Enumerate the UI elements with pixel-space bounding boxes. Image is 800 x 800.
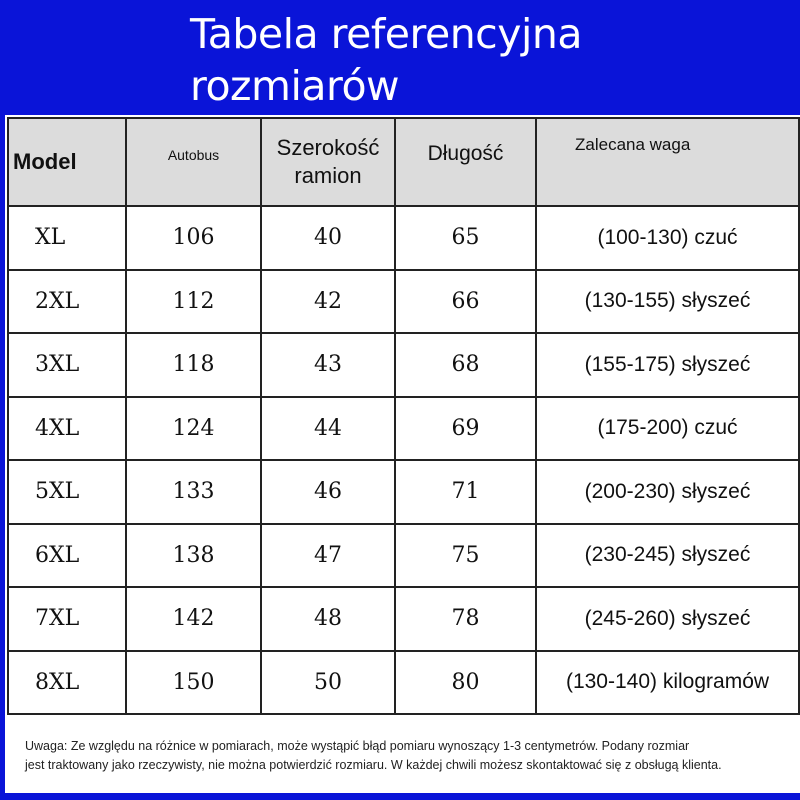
cell-shoulder: 43 [260, 332, 396, 398]
table-row: 3XL 118 43 68 (155-175) słyszeć [7, 332, 800, 398]
cell-model: XL [7, 205, 127, 271]
cell-length: 66 [394, 268, 537, 334]
page-title: Tabela referencyjna rozmiarów [190, 10, 583, 110]
cell-model: 6XL [7, 522, 127, 588]
cell-shoulder: 40 [260, 205, 396, 271]
cell-autobus: 118 [125, 332, 262, 398]
cell-model: 4XL [7, 395, 127, 461]
cell-autobus: 124 [125, 395, 262, 461]
cell-model: 7XL [7, 586, 127, 652]
header-model: Model [7, 117, 127, 207]
cell-model: 5XL [7, 459, 127, 525]
cell-weight: (155-175) słyszeć [535, 332, 800, 398]
cell-model: 2XL [7, 268, 127, 334]
cell-weight: (130-140) kilogramów [535, 649, 800, 715]
cell-length: 80 [394, 649, 537, 715]
size-table: Model Autobus Szerokość ramion Długość Z… [7, 117, 800, 715]
table-row: 4XL 124 44 69 (175-200) czuć [7, 395, 800, 461]
header-autobus: Autobus [125, 117, 262, 207]
table-header-row: Model Autobus Szerokość ramion Długość Z… [7, 117, 800, 207]
cell-autobus: 150 [125, 649, 262, 715]
cell-weight: (230-245) słyszeć [535, 522, 800, 588]
cell-shoulder: 42 [260, 268, 396, 334]
table-row: 8XL 150 50 80 (130-140) kilogramów [7, 649, 800, 715]
cell-weight: (245-260) słyszeć [535, 586, 800, 652]
cell-length: 71 [394, 459, 537, 525]
cell-shoulder: 46 [260, 459, 396, 525]
cell-autobus: 142 [125, 586, 262, 652]
cell-shoulder: 48 [260, 586, 396, 652]
cell-weight: (100-130) czuć [535, 205, 800, 271]
cell-autobus: 106 [125, 205, 262, 271]
cell-autobus: 112 [125, 268, 262, 334]
cell-weight: (130-155) słyszeć [535, 268, 800, 334]
cell-length: 68 [394, 332, 537, 398]
cell-length: 78 [394, 586, 537, 652]
cell-autobus: 138 [125, 522, 262, 588]
cell-model: 8XL [7, 649, 127, 715]
header-recommended-weight: Zalecana waga [535, 117, 800, 207]
cell-length: 65 [394, 205, 537, 271]
cell-autobus: 133 [125, 459, 262, 525]
cell-weight: (175-200) czuć [535, 395, 800, 461]
cell-shoulder: 50 [260, 649, 396, 715]
size-table-panel: Model Autobus Szerokość ramion Długość Z… [5, 115, 800, 793]
table-row: 2XL 112 42 66 (130-155) słyszeć [7, 268, 800, 334]
cell-length: 69 [394, 395, 537, 461]
note-text: Uwaga: Ze względu na różnice w pomiarach… [25, 739, 722, 772]
cell-length: 75 [394, 522, 537, 588]
cell-model: 3XL [7, 332, 127, 398]
table-row: 6XL 138 47 75 (230-245) słyszeć [7, 522, 800, 588]
cell-weight: (200-230) słyszeć [535, 459, 800, 525]
header-length: Długość [394, 117, 537, 207]
table-row: XL 106 40 65 (100-130) czuć [7, 205, 800, 271]
header-shoulder-width: Szerokość ramion [260, 117, 396, 207]
cell-shoulder: 47 [260, 522, 396, 588]
table-row: 5XL 133 46 71 (200-230) słyszeć [7, 459, 800, 525]
table-row: 7XL 142 48 78 (245-260) słyszeć [7, 586, 800, 652]
cell-shoulder: 44 [260, 395, 396, 461]
